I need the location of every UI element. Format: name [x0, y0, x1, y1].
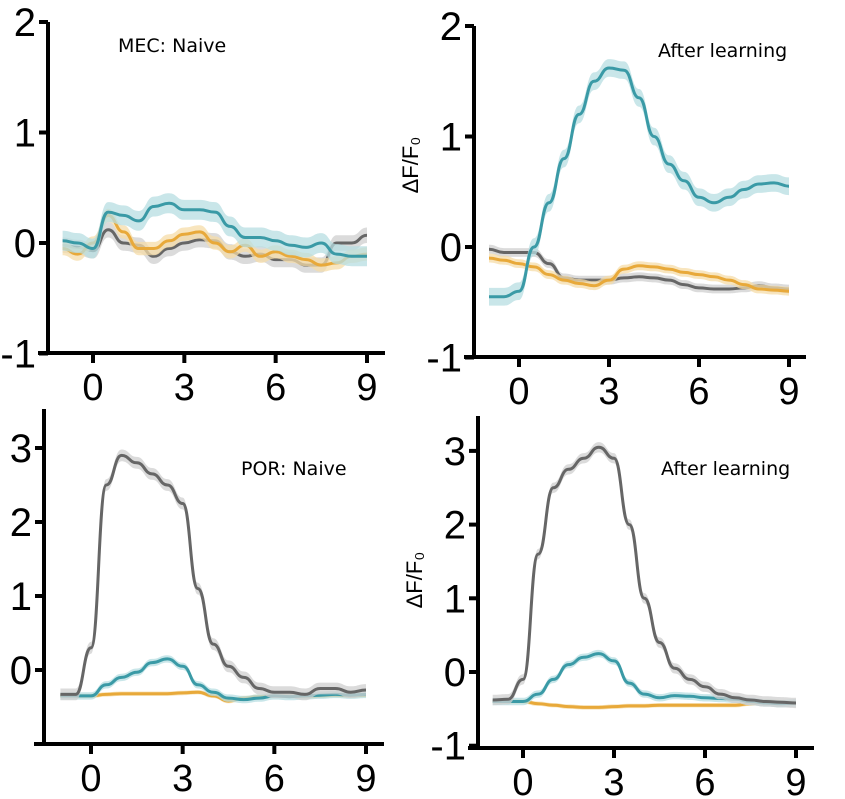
panel-mec-naive: -1 0 1 2 0 3 6 9 MEC: Naive [0, 1, 385, 409]
y-tick-label: 1 [444, 577, 466, 621]
panel-mec-after: -1 0 1 2 0 3 6 9 After learning ΔF/F₀ [398, 5, 806, 413]
y-tick-label: -1 [426, 337, 462, 381]
x-tick-label: 0 [80, 758, 101, 799]
y-tick-label: -1 [430, 725, 466, 769]
series-line-gray [492, 445, 797, 705]
y-axis-label: ΔF/F₀ [402, 552, 427, 609]
y-axis-label: ΔF/F₀ [398, 137, 423, 194]
y-tick-label: 3 [10, 427, 32, 471]
y-tick-label: 0 [444, 651, 466, 695]
x-tick-label: 6 [264, 758, 285, 799]
y-tick-label: 2 [10, 501, 32, 545]
panel-title: After learning [661, 458, 790, 480]
sem-band-gray [60, 449, 367, 701]
panel-title: POR: Naive [241, 458, 347, 480]
y-tick-label: 1 [14, 112, 36, 156]
x-tick-label: 9 [356, 367, 377, 409]
y-tick-label: 0 [440, 226, 462, 270]
y-tick-label: 2 [14, 1, 36, 45]
sem-band-teal [62, 193, 367, 267]
panel-title: MEC: Naive [118, 35, 226, 57]
y-tick-label: 2 [440, 5, 462, 49]
panel-por-after: -1 0 1 2 3 0 3 6 9 After learning ΔF/F₀ [402, 416, 814, 799]
x-tick-label: 6 [265, 367, 286, 409]
x-tick-label: 0 [82, 367, 103, 409]
panel-por-naive: 0 1 2 3 0 3 6 9 POR: Naive [10, 409, 384, 799]
x-tick-label: 0 [508, 371, 529, 413]
x-tick-label: 3 [598, 371, 619, 413]
y-tick-label: 0 [10, 649, 32, 693]
x-tick-label: 6 [694, 762, 715, 799]
x-tick-label: 3 [174, 367, 195, 409]
panel-title: After learning [658, 40, 787, 62]
x-tick-label: 3 [172, 758, 193, 799]
x-tick-label: 9 [778, 371, 799, 413]
y-tick-label: 2 [444, 504, 466, 548]
series-line-gray [60, 453, 367, 696]
x-tick-label: 3 [603, 762, 624, 799]
y-tick-label: -1 [0, 333, 36, 377]
x-tick-label: 6 [688, 371, 709, 413]
x-tick-label: 9 [785, 762, 806, 799]
y-tick-label: 1 [10, 575, 32, 619]
x-tick-label: 0 [512, 762, 533, 799]
y-tick-label: 0 [14, 222, 36, 266]
x-tick-label: 9 [355, 758, 376, 799]
sem-band-gray [492, 442, 796, 709]
y-tick-label: 3 [444, 430, 466, 474]
y-tick-label: 1 [440, 116, 462, 160]
